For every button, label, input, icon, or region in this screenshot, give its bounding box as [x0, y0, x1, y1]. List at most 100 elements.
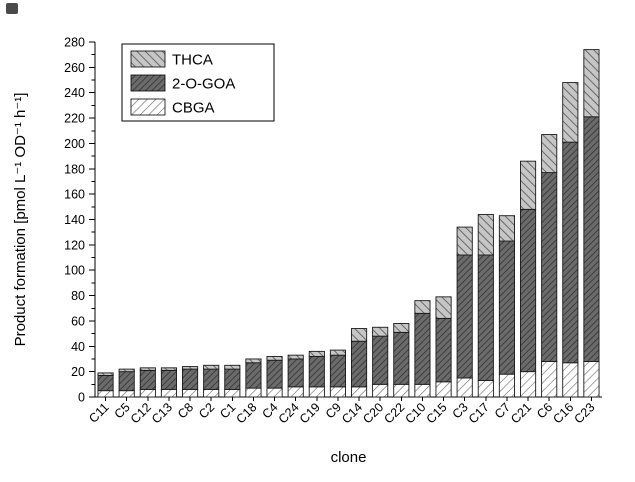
x-tick-label: C16 — [550, 400, 576, 426]
bar-segment-2-O-GOA — [477, 254, 494, 381]
bar-segment-CBGA — [266, 387, 283, 398]
bar-segment-THCA — [477, 213, 494, 256]
bar-segment-THCA — [118, 368, 135, 373]
bar-segment-2-O-GOA — [498, 240, 515, 375]
bar-segment-CBGA — [498, 373, 515, 398]
bar-segment-CBGA — [414, 383, 431, 398]
y-tick-label: 0 — [78, 391, 85, 405]
bar-segment-2-O-GOA — [118, 371, 135, 392]
bar-segment-THCA — [520, 160, 537, 210]
y-axis-title: Product formation [pmol L⁻¹ OD⁻¹ h⁻¹] — [12, 93, 29, 347]
y-tick-label: 120 — [64, 238, 85, 252]
bar-segment-CBGA — [562, 362, 579, 398]
bar-segment-2-O-GOA — [245, 362, 262, 389]
bar-segment-CBGA — [139, 388, 156, 398]
bar-segment-THCA — [541, 134, 558, 174]
bar-segment-THCA — [435, 296, 452, 319]
x-axis-title: clone — [331, 449, 367, 466]
bar-segment-THCA — [308, 350, 325, 357]
bar-segment-2-O-GOA — [372, 335, 389, 385]
legend-label-THCA: THCA — [172, 52, 213, 69]
x-tick-label: C23 — [571, 400, 597, 426]
bar-segment-2-O-GOA — [351, 340, 368, 388]
y-tick-label: 180 — [64, 162, 85, 176]
y-tick-label: 220 — [64, 112, 85, 126]
bar-segment-THCA — [97, 372, 114, 376]
x-tick-label: C19 — [297, 400, 323, 426]
bar-segment-2-O-GOA — [329, 354, 346, 388]
bar-segment-THCA — [160, 367, 177, 371]
x-tick-label: C10 — [402, 400, 428, 426]
x-tick-label: C18 — [233, 400, 259, 426]
bar-segment-THCA — [224, 364, 241, 370]
x-tick-label: C2 — [196, 400, 217, 421]
bar-segment-CBGA — [118, 390, 135, 398]
bar-segment-CBGA — [245, 387, 262, 398]
corner-artifact — [6, 3, 18, 14]
bar-segment-THCA — [456, 226, 473, 256]
bar-segment-2-O-GOA — [224, 368, 241, 390]
bar-segment-2-O-GOA — [203, 368, 220, 390]
legend: THCA 2-O-GOA CBGA — [121, 43, 275, 122]
legend-swatch-CBGA — [130, 98, 166, 116]
bar-segment-THCA — [182, 366, 199, 370]
bar-segment-THCA — [414, 300, 431, 314]
bar-segment-2-O-GOA — [456, 254, 473, 379]
bar-segment-2-O-GOA — [541, 172, 558, 362]
bar-segment-CBGA — [329, 386, 346, 398]
bar-segment-CBGA — [435, 381, 452, 398]
bar-segment-2-O-GOA — [393, 331, 410, 385]
bar-segment-THCA — [203, 364, 220, 370]
bar-segment-THCA — [139, 367, 156, 371]
x-tick-label: C14 — [339, 400, 365, 426]
bar-segment-THCA — [562, 82, 579, 143]
bar-segment-CBGA — [477, 380, 494, 398]
bar-segment-CBGA — [541, 361, 558, 398]
bar-segment-2-O-GOA — [266, 359, 283, 389]
y-tick-label: 140 — [64, 213, 85, 227]
x-tick-label: C17 — [466, 400, 492, 426]
y-tick-label: 20 — [71, 365, 85, 379]
bar-segment-2-O-GOA — [139, 369, 156, 390]
legend-swatch-2-O-GOA — [130, 74, 166, 92]
legend-label-CBGA: CBGA — [172, 100, 215, 117]
y-tick-label: 40 — [71, 340, 85, 354]
legend-label-2-O-GOA: 2-O-GOA — [172, 76, 235, 93]
x-tick-label: C24 — [276, 400, 302, 426]
y-tick-label: 200 — [64, 137, 85, 151]
x-tick-label: C11 — [86, 400, 111, 425]
y-ticks: 0 20 40 60 80 100 120 140 160 180 200 220 240 260 280 — [64, 36, 95, 405]
bar-segment-THCA — [583, 49, 600, 118]
bar-segment-CBGA — [203, 388, 220, 398]
y-tick-label: 60 — [71, 314, 85, 328]
bar-segment-THCA — [329, 349, 346, 356]
x-tick-label: C20 — [360, 400, 386, 426]
legend-swatch-THCA — [130, 50, 166, 68]
y-tick-label: 80 — [71, 289, 85, 303]
bar-segment-CBGA — [351, 386, 368, 398]
y-tick-label: 240 — [64, 86, 85, 100]
bar-segment-THCA — [393, 323, 410, 333]
y-tick-label: 280 — [64, 36, 85, 50]
bar-segment-CBGA — [224, 388, 241, 398]
bar-segment-2-O-GOA — [435, 317, 452, 383]
bar-segment-THCA — [498, 215, 515, 242]
bar-segment-CBGA — [583, 361, 600, 398]
x-tick-label: C21 — [508, 400, 534, 426]
x-tick-label: C13 — [149, 400, 175, 426]
bar-segment-THCA — [266, 355, 283, 361]
bar-segment-2-O-GOA — [97, 374, 114, 392]
bar-segment-CBGA — [97, 390, 114, 398]
x-tick-label: C15 — [424, 400, 450, 426]
bar-segment-THCA — [245, 358, 262, 364]
bar-segment-CBGA — [160, 388, 177, 398]
bar-segment-2-O-GOA — [308, 355, 325, 388]
bar-segment-CBGA — [372, 383, 389, 398]
bars — [97, 49, 600, 398]
bar-segment-CBGA — [287, 386, 304, 398]
bar-segment-CBGA — [520, 371, 537, 398]
bar-segment-2-O-GOA — [414, 312, 431, 385]
bar-segment-2-O-GOA — [160, 369, 177, 390]
